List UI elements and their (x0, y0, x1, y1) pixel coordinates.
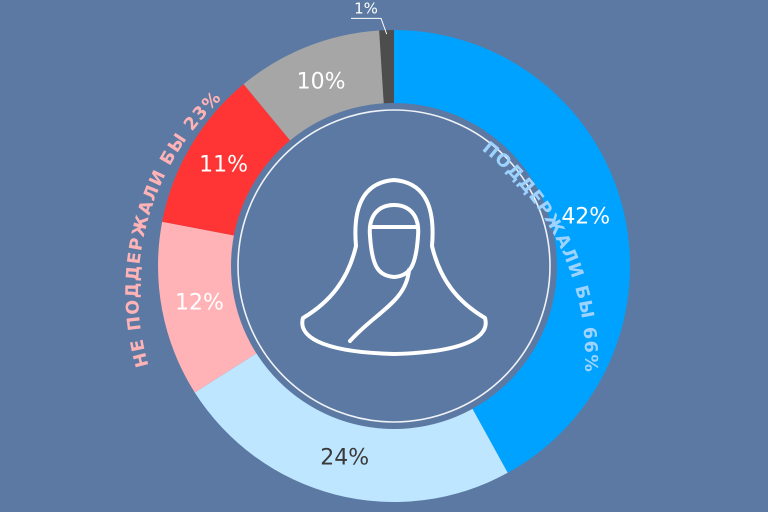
slice-labels: 42% 24% 12% 11% 10% 1% (175, 0, 610, 470)
slice-label-5: 10% (297, 69, 346, 94)
donut-slices (158, 30, 631, 502)
donut-hole (231, 103, 557, 429)
slice-5 (243, 30, 384, 143)
slice-label-6: 1% (354, 0, 378, 17)
slice-label-1: 42% (561, 204, 610, 229)
slice-label-2: 24% (320, 445, 369, 470)
slice-label-4: 11% (199, 153, 248, 178)
slice-label-3: 12% (175, 291, 224, 316)
woman-in-headscarf-icon (300, 178, 488, 356)
slice-4 (162, 84, 293, 237)
slice-2 (194, 351, 508, 502)
slice-1 (394, 30, 631, 473)
inner-ring (237, 109, 551, 423)
slice-leader-line-6 (351, 17, 388, 35)
slice-6 (379, 30, 394, 107)
